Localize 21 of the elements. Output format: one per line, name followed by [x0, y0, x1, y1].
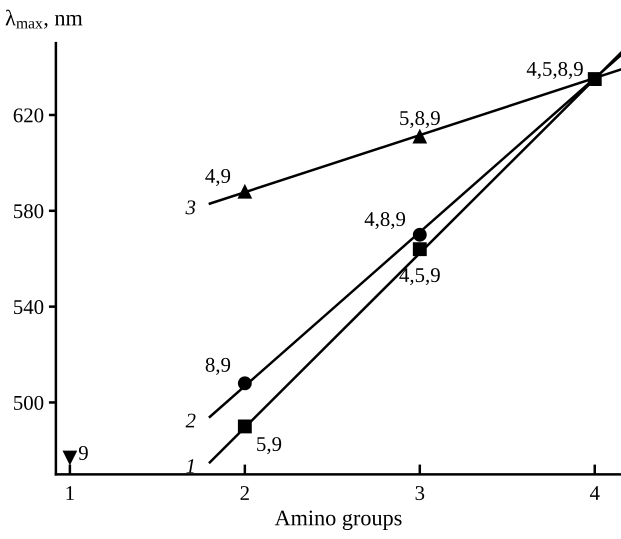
- y-tick-label: 540: [14, 300, 44, 314]
- annotation: 4,5,8,9: [526, 62, 583, 79]
- annotation: 4,8,9: [364, 212, 406, 230]
- y-tick-label: 580: [14, 204, 44, 218]
- annotation: 1: [186, 459, 194, 473]
- x-tick-label: 3: [416, 486, 424, 500]
- x-axis-title: Amino groups: [274, 510, 402, 530]
- annotation: 8,9: [206, 358, 230, 375]
- y-tick-label: 500: [14, 396, 44, 410]
- annotation: 4,9: [205, 168, 230, 186]
- x-tick-label: 2: [240, 486, 249, 500]
- y-tick-label: 620: [14, 108, 44, 122]
- annotation: 2: [186, 414, 196, 428]
- x-tick-label: 1: [66, 486, 74, 500]
- annotation: 4,5,9: [399, 268, 440, 286]
- annotation: 5,9: [257, 437, 282, 454]
- y-axis-title: λ$_{max}$, nm: [6, 10, 82, 29]
- annotation: 5,8,9: [400, 111, 440, 128]
- annotation: 9: [78, 446, 88, 460]
- annotation: 3: [186, 200, 196, 214]
- x-tick-label: 4: [590, 486, 600, 500]
